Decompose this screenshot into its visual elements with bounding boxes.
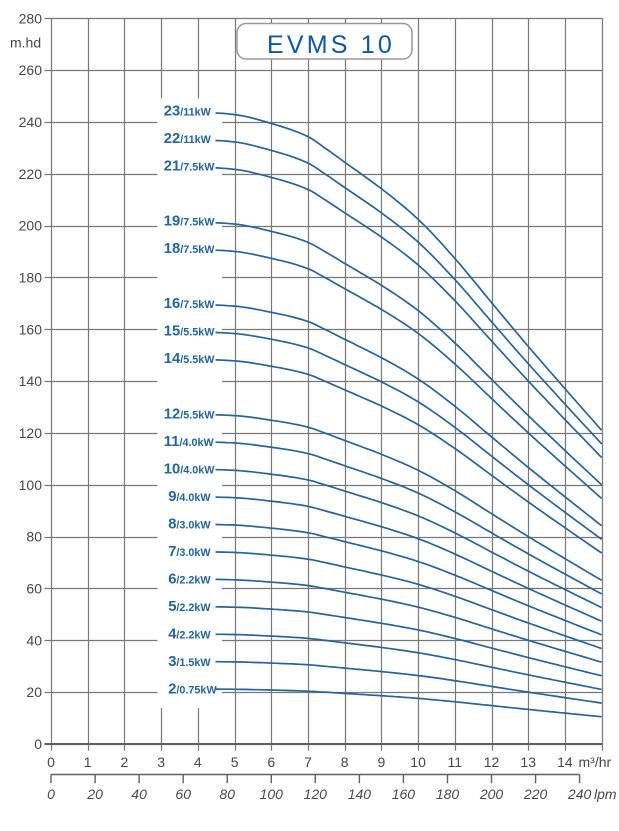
svg-text:140: 140 [348, 786, 372, 802]
svg-text:1: 1 [84, 754, 92, 770]
svg-text:6: 6 [267, 754, 275, 770]
svg-text:60: 60 [175, 786, 191, 802]
svg-text:22/11kW: 22/11kW [164, 131, 212, 147]
svg-text:15/5.5kW: 15/5.5kW [164, 324, 215, 340]
svg-text:14: 14 [557, 754, 573, 770]
svg-text:20: 20 [86, 786, 103, 802]
svg-text:9: 9 [378, 754, 386, 770]
svg-text:12: 12 [484, 754, 500, 770]
svg-text:6/2.2kW: 6/2.2kW [168, 571, 211, 587]
svg-text:19/7.5kW: 19/7.5kW [164, 214, 215, 230]
svg-text:5: 5 [231, 754, 239, 770]
svg-text:240: 240 [19, 114, 43, 130]
svg-text:11: 11 [448, 754, 463, 770]
svg-text:8/3.0kW: 8/3.0kW [168, 516, 211, 532]
svg-text:120: 120 [304, 786, 328, 802]
svg-text:23/11kW: 23/11kW [164, 104, 212, 120]
svg-text:0: 0 [34, 736, 42, 752]
svg-text:180: 180 [19, 270, 43, 286]
svg-text:3: 3 [157, 754, 165, 770]
svg-text:10/4.0kW: 10/4.0kW [164, 461, 215, 477]
svg-text:60: 60 [26, 581, 42, 597]
svg-text:4/2.2kW: 4/2.2kW [168, 626, 211, 642]
svg-text:140: 140 [19, 373, 43, 389]
svg-text:12/5.5kW: 12/5.5kW [164, 406, 215, 422]
svg-text:3/1.5kW: 3/1.5kW [168, 654, 211, 670]
svg-text:180: 180 [436, 786, 460, 802]
svg-text:100: 100 [19, 477, 43, 493]
svg-text:18/7.5kW: 18/7.5kW [164, 241, 215, 257]
svg-text:120: 120 [19, 425, 43, 441]
svg-text:9/4.0kW: 9/4.0kW [168, 489, 211, 505]
svg-text:260: 260 [19, 62, 43, 78]
svg-text:160: 160 [392, 786, 416, 802]
svg-text:160: 160 [19, 321, 43, 337]
svg-text:m³/hr: m³/hr [579, 754, 612, 770]
svg-text:100: 100 [260, 786, 284, 802]
svg-text:280: 280 [19, 10, 43, 26]
svg-text:40: 40 [26, 632, 42, 648]
svg-text:7/3.0kW: 7/3.0kW [168, 544, 211, 560]
svg-text:8: 8 [341, 754, 349, 770]
svg-text:200: 200 [19, 218, 43, 234]
svg-text:2/0.75kW: 2/0.75kW [168, 682, 217, 698]
svg-text:m.hd: m.hd [10, 34, 41, 50]
svg-text:11/4.0kW: 11/4.0kW [164, 434, 215, 450]
svg-text:40: 40 [131, 786, 147, 802]
svg-text:lpm: lpm [594, 786, 617, 802]
svg-text:2: 2 [121, 754, 129, 770]
svg-text:7: 7 [304, 754, 312, 770]
svg-text:80: 80 [219, 786, 235, 802]
svg-text:0: 0 [47, 754, 55, 770]
svg-text:5/2.2kW: 5/2.2kW [168, 599, 211, 615]
svg-text:200: 200 [479, 786, 504, 802]
svg-text:16/7.5kW: 16/7.5kW [164, 296, 215, 312]
svg-text:10: 10 [410, 754, 426, 770]
svg-text:20: 20 [26, 684, 42, 700]
svg-text:220: 220 [523, 786, 548, 802]
svg-text:13: 13 [520, 754, 536, 770]
svg-text:21/7.5kW: 21/7.5kW [164, 159, 215, 175]
svg-text:0: 0 [47, 786, 55, 802]
svg-text:EVMS 10: EVMS 10 [267, 31, 395, 59]
svg-text:14/5.5kW: 14/5.5kW [164, 351, 215, 367]
svg-text:80: 80 [26, 529, 42, 545]
svg-text:220: 220 [19, 166, 43, 182]
svg-text:4: 4 [194, 754, 202, 770]
svg-text:240: 240 [567, 786, 592, 802]
